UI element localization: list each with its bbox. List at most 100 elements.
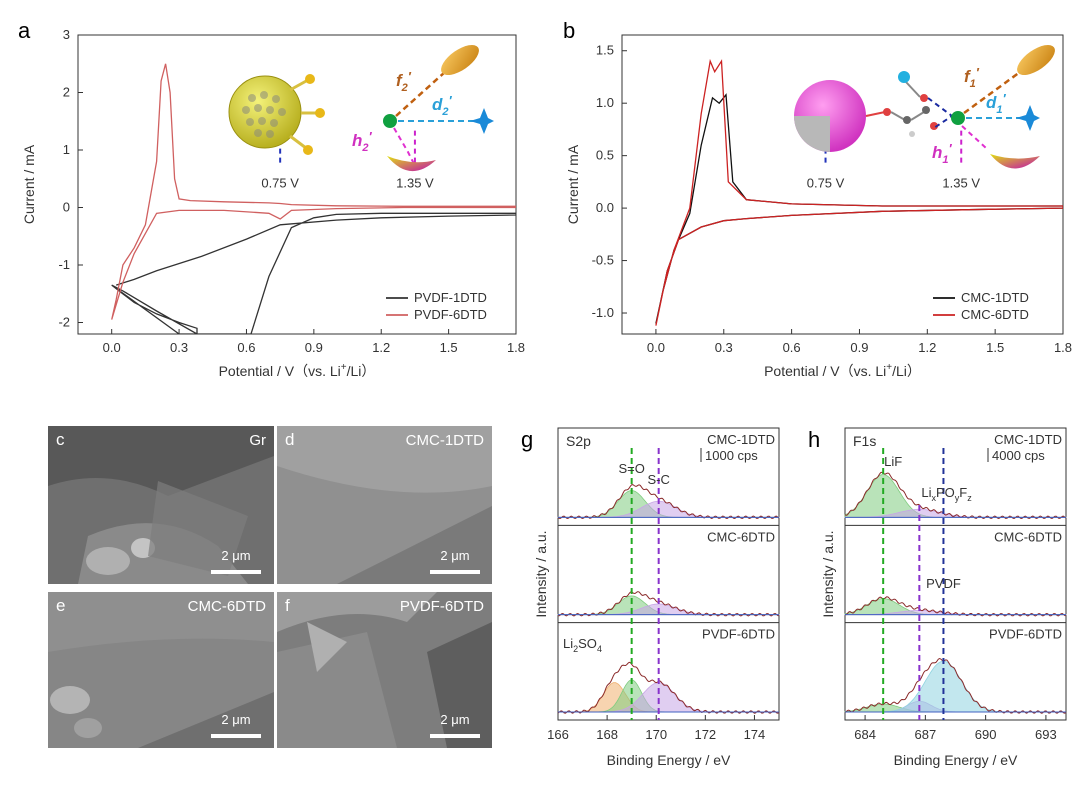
subpanel-label: PVDF-6DTD [702, 627, 775, 642]
label-h2-prime: ′ [369, 129, 373, 144]
measured-spectrum [844, 596, 1067, 617]
x-axis-label-main: Potential / V（vs. Li [764, 363, 886, 379]
peak-label-lipofz: LixPOyFz [921, 485, 972, 503]
voltage-marker-label: 1.35 V [396, 175, 434, 190]
x-tick-label: 172 [694, 727, 716, 742]
legend-label: CMC-6DTD [961, 307, 1029, 322]
label-d2-sub: 2 [441, 106, 448, 118]
x-axis-label: Binding Energy / eV [607, 752, 731, 768]
anion-star-b-icon [1016, 105, 1040, 131]
x-tick-label: 1.5 [440, 340, 458, 355]
x-tick-label: 168 [596, 727, 618, 742]
label-d2-prime: ′ [449, 93, 453, 108]
x-tick-label: 0.6 [237, 340, 255, 355]
subpanel-label: PVDF-6DTD [989, 627, 1062, 642]
li2so4-part: 4 [597, 644, 602, 654]
scalebar-label: 2 μm [221, 712, 251, 727]
anion-star-icon [470, 108, 494, 134]
cv-chart-a: 0.0 0.3 0.6 0.9 1.2 1.5 1.8 -2 -1 0 1 2 3 Potential /… [21, 27, 525, 379]
label-h1-sub: 1 [942, 154, 948, 166]
x-tick-label: 1.2 [372, 340, 390, 355]
peak-label-li2so4: Li2SO4 [563, 636, 602, 654]
plot-frame [77, 34, 517, 335]
svg-text:h2′: h2′ [352, 129, 373, 154]
sem-letter: d [285, 430, 295, 449]
panel-letter-a: a [18, 18, 31, 43]
sem-tag: CMC-6DTD [187, 598, 266, 615]
x-axis-label: Binding Energy / eV [894, 752, 1018, 768]
label-d1: d [986, 93, 997, 112]
y-axis-label: Current / mA [21, 144, 37, 224]
x-axis-label-sup: + [886, 362, 892, 373]
y-tick-label: -1.0 [592, 305, 614, 320]
series-line-pvdf-1dtd [111, 212, 516, 334]
x-axis-label-end: /Li） [892, 363, 921, 379]
measured-spectrum [844, 657, 1067, 714]
scalebar-label: 2 μm [440, 712, 470, 727]
y-tick-label: 1.0 [596, 95, 614, 110]
cv-chart-b: 0.0 0.3 0.6 0.9 1.2 1.5 1.8 -1.0 -0.5 0.0 0.5 1.0 1.… [565, 34, 1072, 379]
additive-bowl-b-icon [990, 154, 1040, 169]
lipofz-part: y [955, 493, 960, 503]
sem-texture-c [48, 426, 274, 584]
intensity-scale-label: 4000 cps [992, 448, 1045, 463]
sem-letter: f [285, 596, 290, 615]
y-tick-label: -0.5 [592, 253, 614, 268]
label-h1: h [932, 143, 942, 162]
x-tick-label: 174 [744, 727, 766, 742]
series-line-cmc-6dtd [655, 58, 1063, 326]
label-f2: f [396, 71, 404, 90]
li-ion-icon [383, 114, 397, 128]
xps-chart-s2p: CMC-1DTD CMC-6DTD PVDF-6DTD 166 168 170 172 174… [533, 427, 780, 768]
li2so4-part: SO [578, 636, 597, 651]
scalebar-label: 2 μm [221, 548, 251, 563]
lipofz-part: x [931, 493, 936, 503]
x-tick-label: 0.9 [305, 340, 323, 355]
voltage-marker-label: 1.35 V [942, 175, 980, 190]
additive-bowl-icon [387, 156, 436, 172]
subpanel-label: CMC-1DTD [994, 432, 1062, 447]
sem-letter: c [56, 430, 65, 449]
sem-texture-f [277, 592, 492, 748]
x-tick-label: 0.3 [715, 340, 733, 355]
sem-letter: e [56, 596, 66, 615]
label-h2: h [352, 131, 362, 150]
measured-spectrum [844, 471, 1067, 520]
panel-letter-h: h [808, 427, 820, 452]
peak-label-sc: S-C [647, 472, 669, 487]
spectrum-title: F1s [853, 433, 876, 449]
svg-text:h1′: h1′ [932, 141, 953, 166]
y-tick-label: 2 [63, 85, 70, 100]
xps-chart-f1s: CMC-1DTD CMC-6DTD PVDF-6DTD 684 687 690 693 Bin… [820, 427, 1067, 768]
sem-tag: Gr [249, 432, 266, 449]
solvent-molecule-b-icon [1017, 44, 1055, 76]
peak-label-lif: LiF [884, 454, 902, 469]
svg-text:d1′: d1′ [986, 91, 1007, 116]
lipofz-part: z [967, 493, 972, 503]
panel-letter-g: g [521, 427, 533, 452]
li2so4-part: Li [563, 636, 573, 651]
measured-spectrum [557, 484, 780, 520]
y-tick-label: 0.5 [596, 148, 614, 163]
x-axis-label-main: Potential / V（vs. Li [219, 363, 341, 379]
spectrum-title: S2p [566, 433, 591, 449]
label-f1: f [964, 67, 972, 86]
x-tick-label: 1.5 [986, 340, 1004, 355]
sem-image-e: e CMC-6DTD 2 μm [48, 592, 274, 748]
li-ion-b-icon [951, 111, 965, 125]
series-line-pvdf-6dtd [111, 63, 516, 320]
schematic-b: f1′ d1′ h1′ [794, 44, 1055, 169]
voltage-marker-label: 0.75 V [807, 175, 845, 190]
legend-label: PVDF-6DTD [414, 307, 487, 322]
x-axis-label: Potential / V（vs. Li+/Li） [219, 362, 376, 379]
sem-image-d: d CMC-1DTD 2 μm [277, 426, 492, 584]
scalebar [430, 734, 480, 738]
x-tick-label: 0.6 [783, 340, 801, 355]
sem-image-f: f PVDF-6DTD 2 μm [277, 592, 492, 748]
sem-texture-d [277, 426, 492, 584]
x-axis-label-sup: + [341, 362, 347, 373]
plot-frame [557, 427, 780, 721]
y-tick-label: 3 [63, 27, 70, 42]
x-tick-label: 170 [645, 727, 667, 742]
